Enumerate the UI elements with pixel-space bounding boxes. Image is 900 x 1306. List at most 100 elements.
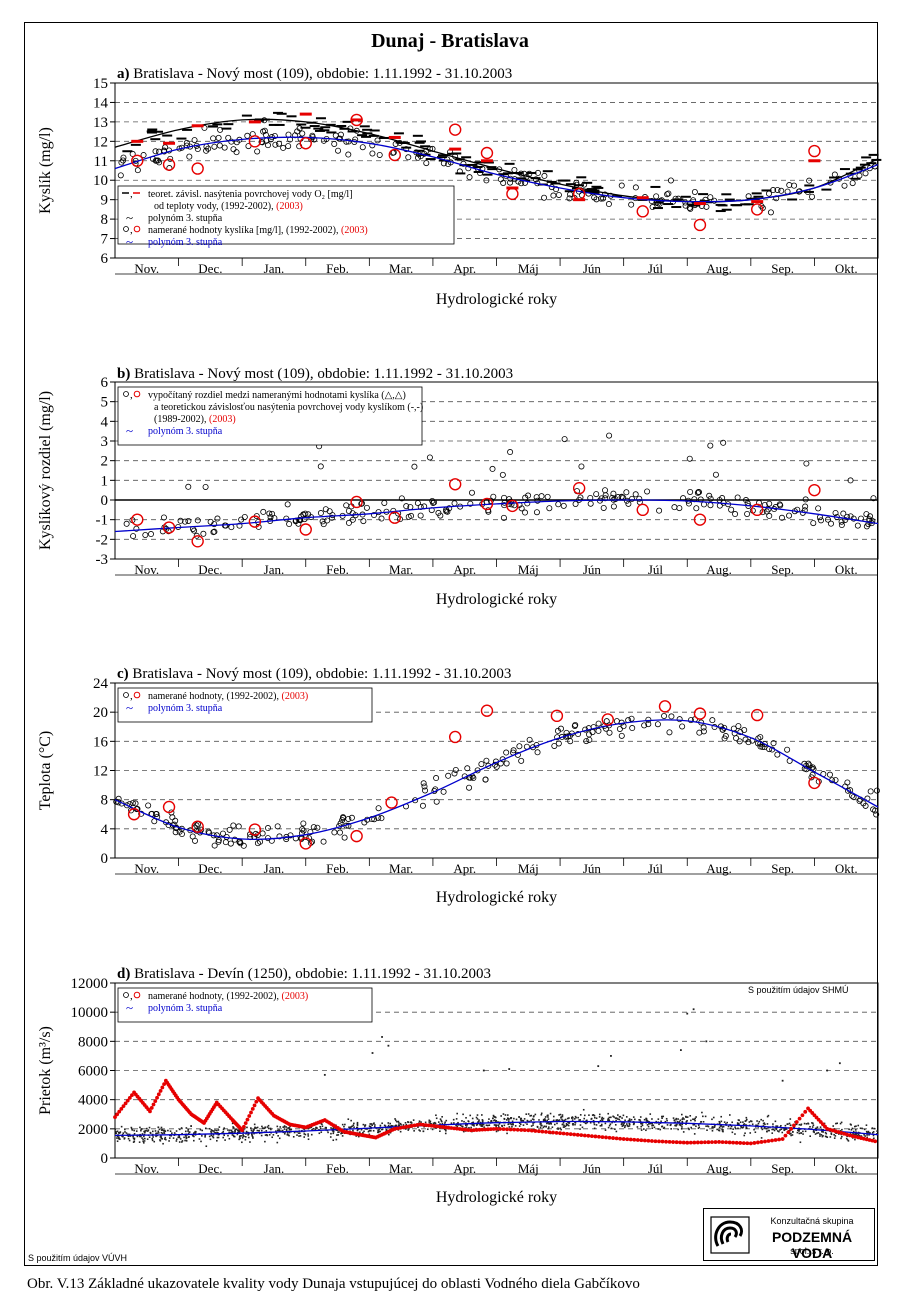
measured-circle bbox=[645, 716, 652, 723]
measured-circle bbox=[870, 495, 877, 502]
measured-dot bbox=[168, 1140, 170, 1142]
measured-dot bbox=[310, 1133, 313, 1136]
measured-dot bbox=[561, 1115, 564, 1118]
measured-dot bbox=[790, 1132, 792, 1135]
measured-circle bbox=[276, 833, 283, 840]
measured-circle bbox=[309, 838, 316, 845]
measured-dot bbox=[267, 1127, 270, 1130]
measured-dot bbox=[241, 1137, 244, 1139]
measured-dot bbox=[412, 1119, 415, 1121]
measured-dot bbox=[348, 1126, 350, 1129]
measured-dot bbox=[639, 1119, 641, 1121]
measured-dot bbox=[261, 1127, 264, 1129]
measured-dot bbox=[610, 1055, 612, 1057]
point-2003 bbox=[515, 1127, 520, 1132]
measured-dot bbox=[285, 1126, 288, 1128]
measured-dot bbox=[851, 1127, 854, 1130]
measured-dot bbox=[250, 1127, 252, 1129]
measured-dot bbox=[307, 1133, 309, 1135]
measured-circle bbox=[352, 136, 359, 143]
measured-dot bbox=[208, 1135, 211, 1138]
legend-text: polynóm 3. stupňa bbox=[148, 213, 223, 224]
measured-dot bbox=[627, 1125, 629, 1128]
measured-circle bbox=[145, 802, 152, 809]
measured-circle bbox=[298, 513, 305, 520]
measured-dot bbox=[628, 1119, 631, 1122]
measured-dot bbox=[254, 1127, 256, 1129]
measured-dot bbox=[255, 1127, 258, 1129]
measured-dot bbox=[876, 1130, 878, 1132]
measured-dot bbox=[511, 1123, 513, 1126]
measured-dot bbox=[385, 1129, 388, 1132]
measured-dot bbox=[508, 1118, 510, 1120]
measured-dot bbox=[353, 1122, 355, 1125]
measured-dot bbox=[258, 1132, 261, 1135]
measured-dot bbox=[244, 1138, 247, 1141]
measured-circle bbox=[260, 508, 267, 515]
measured-circle bbox=[600, 504, 607, 511]
point-2003 bbox=[664, 1139, 668, 1144]
measured-dot bbox=[332, 1132, 335, 1135]
measured-circle bbox=[720, 439, 727, 446]
measured-dot bbox=[276, 1129, 279, 1132]
point-2003 bbox=[506, 187, 519, 201]
measured-circle bbox=[172, 817, 179, 824]
measured-dot bbox=[285, 1129, 288, 1131]
measured-dot bbox=[761, 1128, 764, 1131]
measured-dot bbox=[519, 1117, 522, 1120]
measured-circle bbox=[595, 727, 602, 734]
measured-dot bbox=[614, 1128, 616, 1131]
measured-dot bbox=[192, 1134, 194, 1137]
measured-dot bbox=[243, 1135, 245, 1138]
measured-dot bbox=[872, 1131, 875, 1133]
measured-dot bbox=[146, 1138, 149, 1140]
measured-dot bbox=[370, 1123, 373, 1125]
measured-dot bbox=[853, 1125, 856, 1128]
measured-dot bbox=[335, 1138, 338, 1141]
measured-circle bbox=[757, 734, 764, 741]
measured-dot bbox=[839, 1130, 842, 1132]
measured-dot bbox=[217, 1136, 220, 1139]
measured-circle bbox=[120, 154, 127, 161]
measured-dot bbox=[547, 1118, 550, 1120]
measured-dot bbox=[740, 1126, 743, 1129]
measured-dot bbox=[562, 1121, 565, 1124]
measured-dot bbox=[383, 1124, 386, 1127]
point-2003 bbox=[474, 1128, 479, 1132]
measured-dot bbox=[678, 1124, 681, 1126]
legend-comma: , bbox=[130, 990, 133, 1002]
point-2003 bbox=[750, 708, 764, 722]
measured-dot bbox=[498, 1122, 501, 1125]
measured-dot bbox=[536, 1125, 539, 1128]
point-2003 bbox=[448, 478, 462, 491]
measured-dot bbox=[628, 1118, 631, 1120]
month-label: Júl bbox=[648, 562, 664, 577]
measured-dot bbox=[264, 1140, 266, 1143]
measured-dot bbox=[299, 1132, 301, 1134]
measured-dot bbox=[332, 1127, 335, 1129]
measured-dot bbox=[152, 1136, 154, 1138]
point-2003 bbox=[127, 808, 141, 821]
measured-dot bbox=[681, 1113, 683, 1116]
measured-dot bbox=[187, 1130, 189, 1132]
measured-circle bbox=[123, 802, 130, 809]
measured-dot bbox=[431, 1128, 434, 1131]
point-2003 bbox=[693, 707, 707, 720]
measured-dot bbox=[711, 1129, 714, 1132]
measured-dot bbox=[340, 1132, 342, 1135]
measured-dot bbox=[318, 1132, 321, 1135]
measured-dot bbox=[369, 1123, 371, 1125]
measured-circle bbox=[490, 493, 497, 500]
month-label: Okt. bbox=[835, 1161, 858, 1176]
measured-circle bbox=[850, 794, 857, 801]
measured-circle bbox=[470, 775, 477, 782]
y-tick-label: 24 bbox=[93, 676, 109, 692]
point-2003 bbox=[561, 1131, 566, 1136]
point-2003 bbox=[706, 1140, 711, 1145]
measured-circle bbox=[847, 477, 854, 484]
point-2003 bbox=[660, 1139, 665, 1144]
measured-dot bbox=[628, 1125, 631, 1127]
measured-dot bbox=[180, 1127, 183, 1129]
point-2003 bbox=[780, 1137, 785, 1141]
measured-dot bbox=[680, 1128, 683, 1130]
